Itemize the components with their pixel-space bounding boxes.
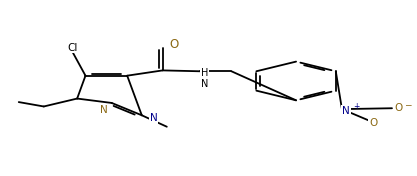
Text: O: O bbox=[170, 37, 179, 51]
Text: N: N bbox=[150, 113, 157, 123]
Text: O: O bbox=[369, 118, 377, 128]
Text: −: − bbox=[404, 100, 412, 109]
Text: Cl: Cl bbox=[68, 43, 78, 52]
Text: O: O bbox=[394, 103, 402, 113]
Text: N: N bbox=[100, 105, 107, 115]
Text: N: N bbox=[342, 106, 350, 116]
Text: +: + bbox=[353, 102, 360, 111]
Text: H
N: H N bbox=[201, 68, 208, 89]
